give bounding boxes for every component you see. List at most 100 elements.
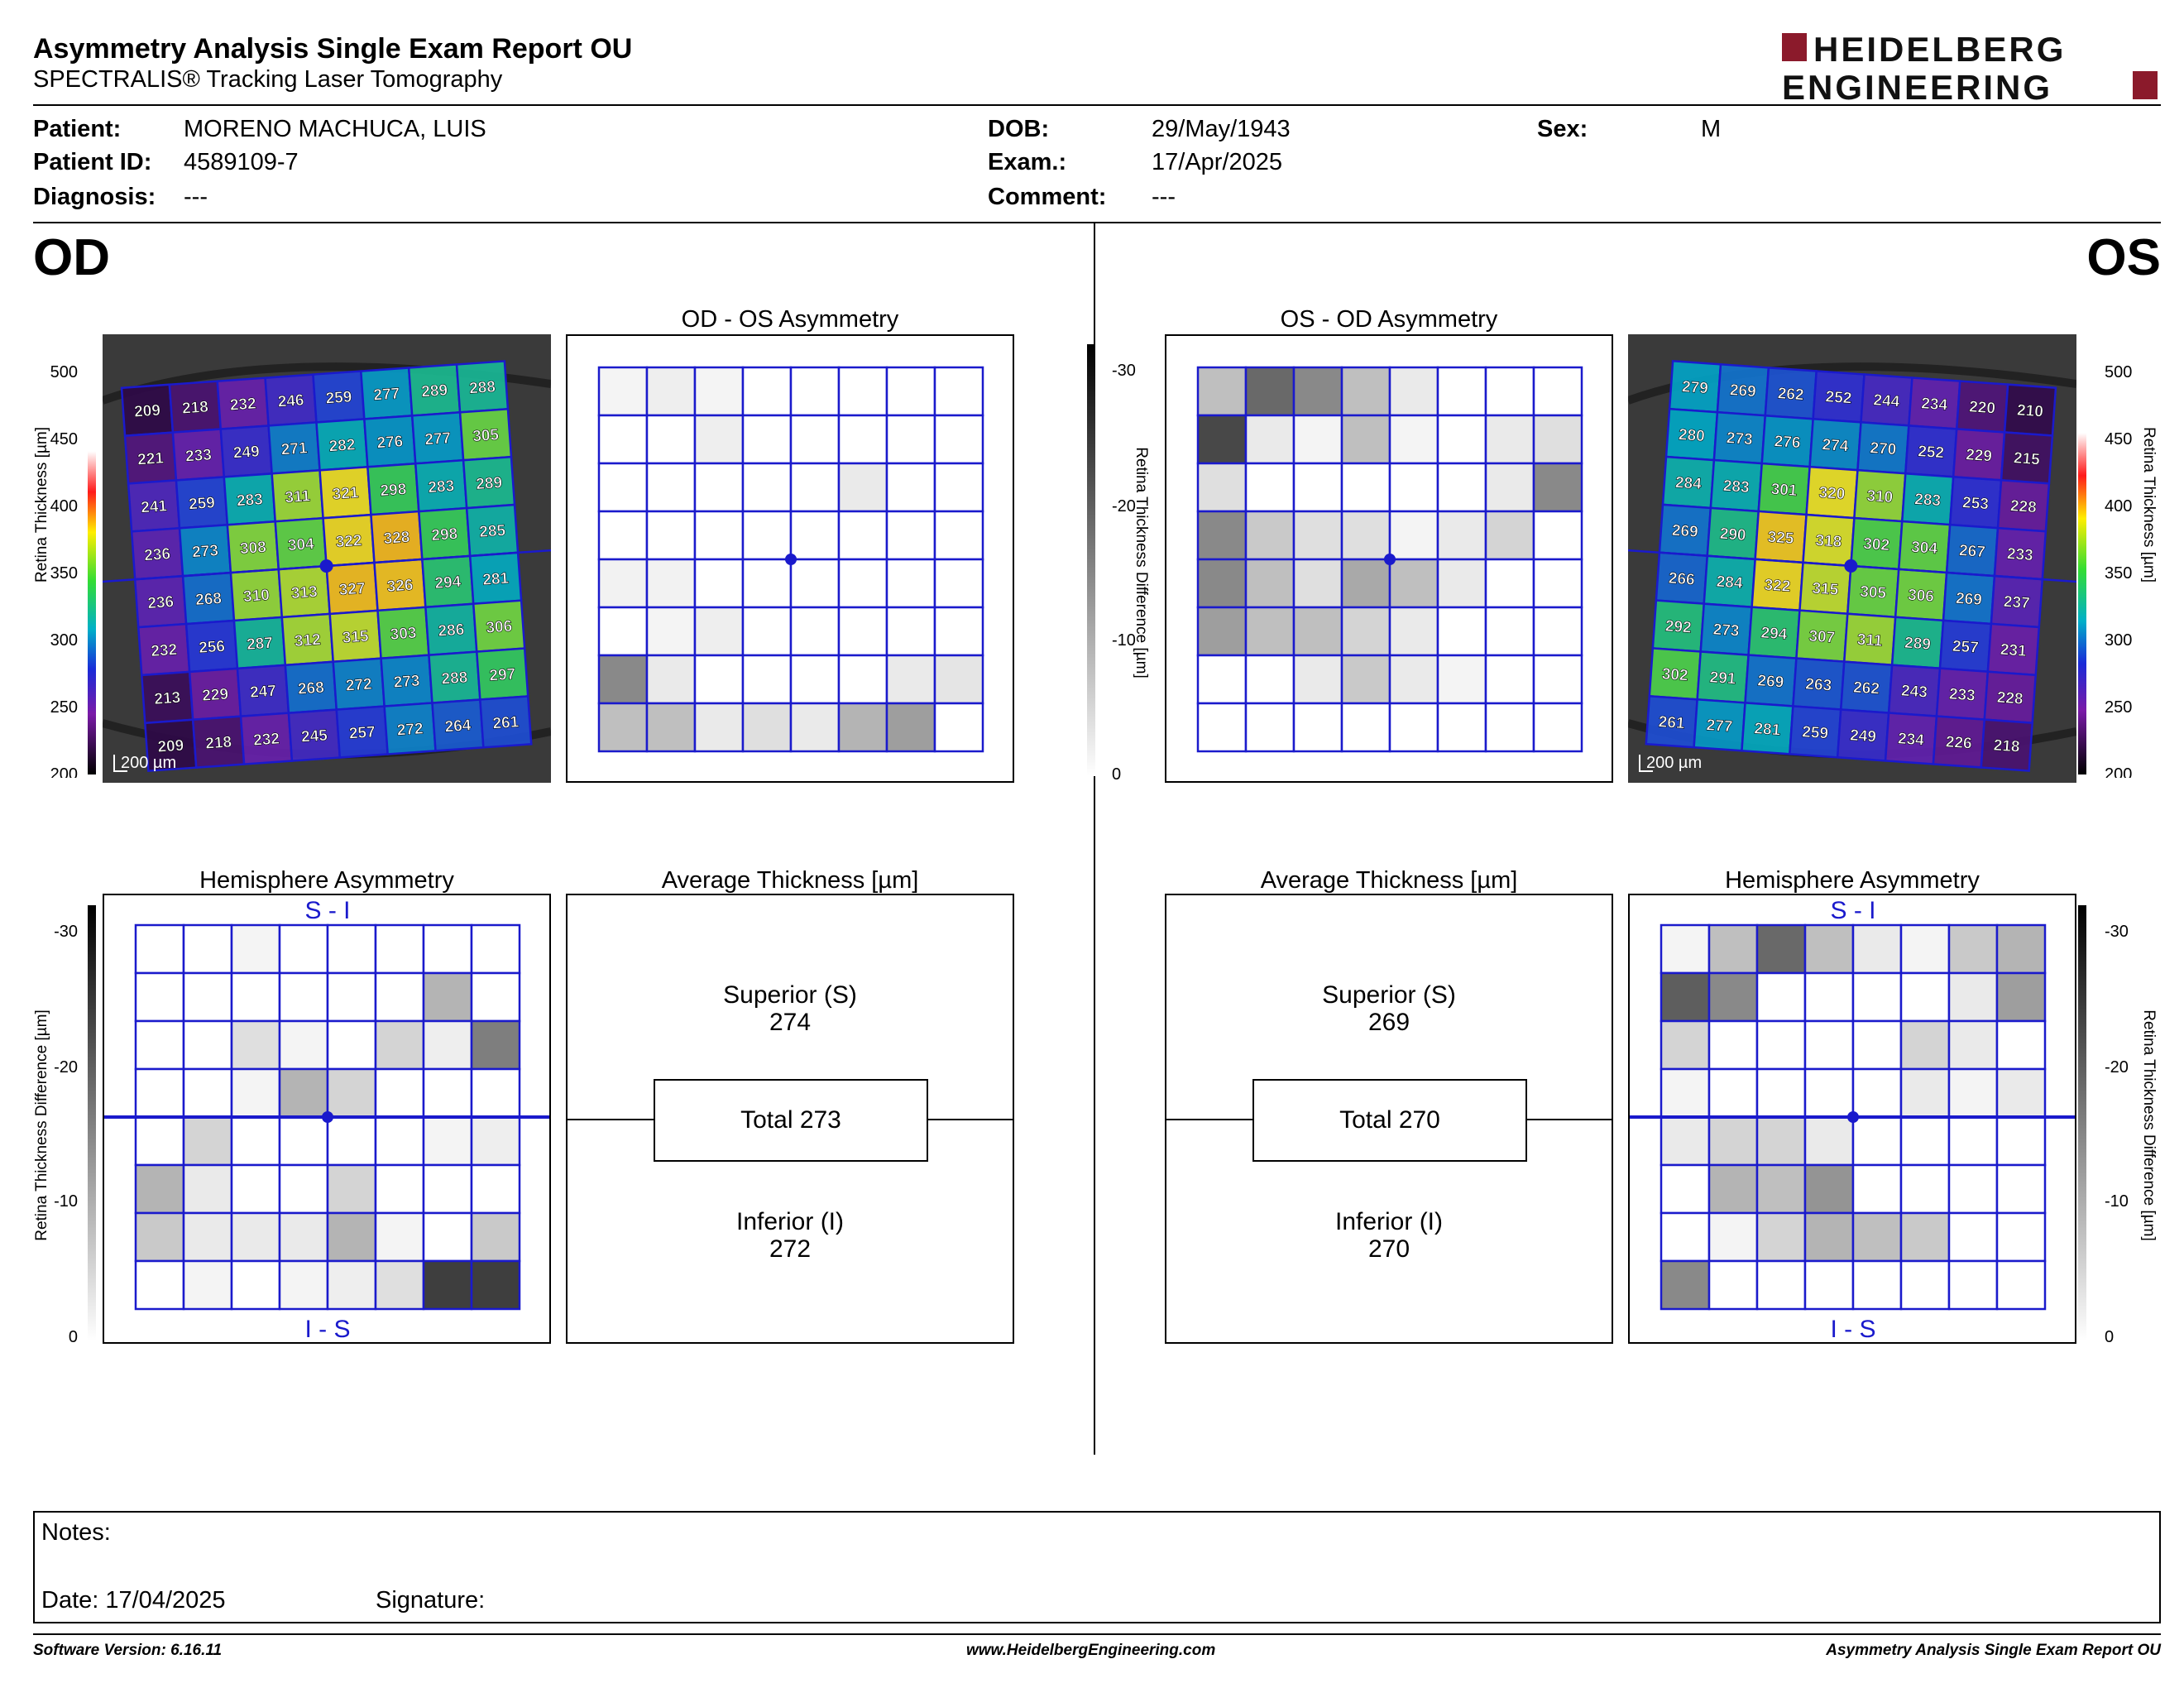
od-asym-cell [933, 510, 984, 561]
od-map-grid-value: 310 [242, 587, 270, 606]
os-hemi-cell [1995, 1067, 2047, 1119]
os-hemi-cell [1851, 1115, 1903, 1167]
od-map-grid-value: 232 [151, 641, 178, 660]
od-hemi-cell [230, 1259, 281, 1311]
os-map-grid-value: 252 [1918, 443, 1945, 462]
os-asym-cell [1532, 366, 1583, 417]
os-asym-cell [1244, 558, 1296, 609]
os-hemi-cell [1660, 1259, 1711, 1311]
os-map-grid-value: 233 [1948, 686, 1976, 705]
od-map-grid-value: 246 [277, 391, 304, 410]
notes-box[interactable]: Notes: Date: 17/04/2025 Signature: [33, 1511, 2161, 1623]
os-asym-cell [1244, 366, 1296, 417]
software-version: Software Version: 6.16.11 [33, 1642, 223, 1659]
os-asym-cell [1532, 654, 1583, 705]
os-map-grid-value: 307 [1808, 628, 1836, 647]
od-asym-cell [741, 606, 793, 657]
os-tick-450: 450 [2105, 430, 2132, 448]
od-hemi-cell [278, 1067, 329, 1119]
od-tick-300: 300 [50, 631, 78, 650]
os-map-grid-value: 283 [1914, 491, 1942, 510]
od-map-grid-value: 221 [137, 449, 165, 468]
od-hemi-cell [470, 1211, 521, 1263]
os-tick-200: 200 [2105, 765, 2132, 778]
center-difference-scale: -30 -20 -10 0 Retina Thickness Differenc… [1087, 344, 1148, 784]
od-hemi-cell [134, 1211, 185, 1263]
os-map-grid-value: 269 [1757, 672, 1784, 691]
od-map-grid-value: 287 [246, 635, 273, 654]
os-hemi-cell [1660, 1067, 1711, 1119]
od-map-grid-value: 327 [338, 580, 366, 599]
comment-label: Comment: [988, 184, 1107, 210]
od-map-grid-value: 289 [421, 381, 448, 400]
os-map-grid-value: 279 [1681, 378, 1708, 397]
os-map-grid-value: 284 [1716, 573, 1744, 592]
od-hemi-cell [278, 1211, 329, 1263]
os-asym-cell [1388, 654, 1439, 705]
os-tick-500: 500 [2105, 363, 2132, 381]
od-asym-cell [597, 558, 649, 609]
od-map-grid-value: 232 [229, 396, 256, 415]
od-asym-cell [933, 654, 984, 705]
od-map-grid-value: 264 [444, 717, 472, 736]
od-hemi-diff-axis-title: Retina Thickness Difference [µm] [33, 1009, 50, 1241]
os-hemi-cell [1995, 923, 2047, 975]
os-hemi-cell [1899, 1211, 1951, 1263]
od-map-grid-value: 218 [181, 399, 208, 418]
od-map-grid-value: 245 [300, 727, 328, 746]
os-hemi-cell [1707, 1067, 1759, 1119]
od-asym-grid [597, 366, 984, 753]
od-asym-cell [885, 414, 936, 465]
od-tick-350: 350 [50, 564, 78, 583]
od-map-grid-value: 276 [376, 433, 404, 452]
od-tick-450: 450 [50, 430, 78, 448]
os-hemi-grid: S - I I - S [1630, 897, 2075, 1343]
os-hemi-cell [1660, 1019, 1711, 1071]
os-asym-cell [1388, 702, 1439, 753]
os-asym-cell [1388, 414, 1439, 465]
os-map-grid-value: 210 [2016, 401, 2043, 420]
od-map-grid-value: 288 [469, 378, 496, 397]
report-subtitle: SPECTRALIS® Tracking Laser Tomography [33, 66, 503, 93]
os-map-fovea-dot [1844, 559, 1858, 573]
os-avg-title: Average Thickness [µm] [1260, 867, 1518, 894]
patient-id-label: Patient ID: [33, 149, 152, 175]
od-map-grid-value: 249 [232, 443, 260, 462]
od-asym-cell [597, 366, 649, 417]
os-hemi-cell [1899, 1115, 1951, 1167]
patient-value: MORENO MACHUCA, LUIS [184, 116, 486, 142]
sex-label: Sex: [1537, 116, 1588, 142]
os-asym-cell [1484, 414, 1535, 465]
os-hemi-cell [1851, 1163, 1903, 1215]
os-hemi-cell [1707, 1211, 1759, 1263]
os-map-grid-value: 306 [1907, 587, 1934, 606]
website-link[interactable]: www.HeidelbergEngineering.com [966, 1642, 1216, 1659]
os-hemi-cell [1947, 923, 1999, 975]
od-hemi-title: Hemisphere Asymmetry [199, 867, 454, 894]
od-map-grid-value: 326 [386, 577, 414, 596]
od-asym-cell [741, 462, 793, 513]
od-hemi-cell [326, 923, 377, 975]
os-asym-cell [1340, 414, 1391, 465]
os-tick-350: 350 [2105, 564, 2132, 583]
os-map-grid-value: 229 [1965, 446, 1992, 465]
os-hemi-cell [1803, 1115, 1855, 1167]
os-asym-cell [1436, 606, 1487, 657]
os-thickness-map-svg: 279 269 262 252 244 234 220 210 280 273 276 274 270 2… [1611, 334, 2092, 783]
od-asym-fovea-dot [785, 554, 797, 565]
od-hemi-cell [134, 971, 185, 1023]
od-asym-title: OD - OS Asymmetry [681, 306, 899, 333]
os-asym-cell [1532, 558, 1583, 609]
os-thickness-axis-title: Retina Thickness [µm] [2140, 427, 2158, 583]
od-asym-cell [837, 654, 888, 705]
os-asym-cell [1436, 702, 1487, 753]
os-map-grid-value: 231 [2000, 641, 2028, 660]
od-asym-panel [566, 334, 1014, 783]
os-map-grid-value: 253 [1961, 494, 1989, 513]
od-map-grid-value: 209 [157, 737, 184, 756]
os-asym-cell [1292, 558, 1343, 609]
od-hemi-cell [422, 1067, 473, 1119]
os-map-grid-value: 263 [1805, 675, 1832, 694]
od-asym-cell [789, 510, 841, 561]
os-map-grid-value: 322 [1764, 577, 1791, 596]
